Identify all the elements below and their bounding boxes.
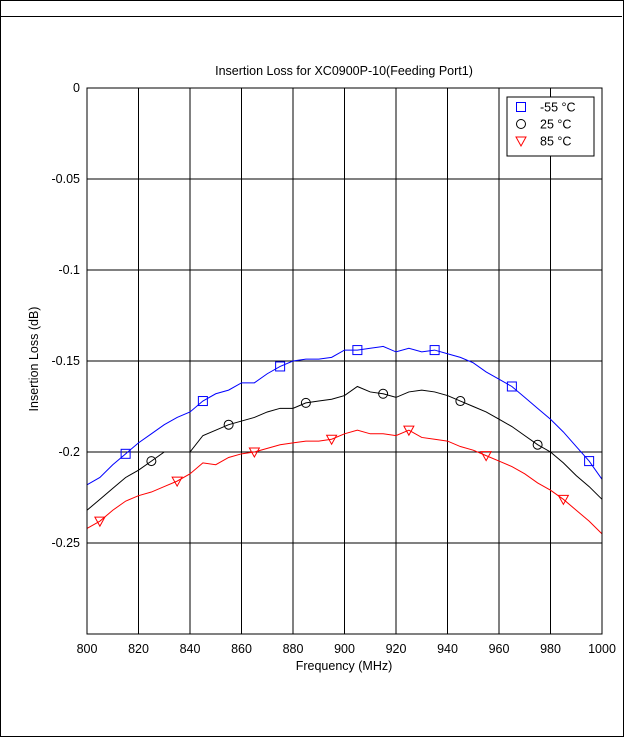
legend-label: -55 °C xyxy=(540,101,576,115)
y-tick-label: -0.15 xyxy=(52,354,81,368)
axis-ticks: 800 820 840 860 880 900 920 940 960 980 1000 0 -0.05… xyxy=(52,81,616,656)
data-point xyxy=(120,448,131,459)
data-point xyxy=(429,345,440,356)
y-tick-label: -0.1 xyxy=(58,263,80,277)
x-tick-label: 820 xyxy=(128,642,149,656)
data-point xyxy=(352,345,363,356)
legend-box xyxy=(506,96,595,157)
x-tick-label: 940 xyxy=(437,642,458,656)
data-point xyxy=(275,361,286,372)
data-point xyxy=(403,425,415,437)
x-tick-label: 840 xyxy=(180,642,201,656)
data-point xyxy=(455,396,466,407)
data-point xyxy=(378,388,389,399)
data-point xyxy=(325,434,338,446)
x-tick-label: 860 xyxy=(231,642,252,656)
x-tick-label: 1000 xyxy=(588,642,616,656)
x-tick-label: 960 xyxy=(489,642,510,656)
x-tick-label: 900 xyxy=(334,642,355,656)
legend-marker xyxy=(515,136,527,148)
chart-title: Insertion Loss for XC0900P-10(Feeding Po… xyxy=(215,64,473,78)
frame-top-divider xyxy=(0,16,622,17)
x-axis-label: Frequency (MHz) xyxy=(296,659,393,673)
x-tick-label: 980 xyxy=(540,642,561,656)
legend: -55 °C 25 °C 85 °C xyxy=(506,96,595,157)
y-tick-label: -0.25 xyxy=(52,536,81,550)
data-point xyxy=(532,439,543,450)
data-point xyxy=(300,397,311,408)
y-tick-label: -0.05 xyxy=(52,172,81,186)
legend-marker xyxy=(516,102,526,112)
data-point xyxy=(584,456,595,467)
legend-label: 25 °C xyxy=(540,118,571,132)
series-line xyxy=(86,385,603,511)
data-point xyxy=(197,396,208,407)
data-point xyxy=(248,447,261,459)
data-point xyxy=(480,451,492,462)
y-axis-label: Insertion Loss (dB) xyxy=(27,307,41,412)
legend-marker xyxy=(516,119,526,129)
data-point xyxy=(171,476,183,488)
y-tick-label: -0.2 xyxy=(58,445,80,459)
x-tick-label: 880 xyxy=(283,642,304,656)
series-layer xyxy=(86,345,603,535)
data-point xyxy=(557,494,570,506)
data-point xyxy=(223,419,234,430)
data-point xyxy=(94,516,106,528)
series-1 xyxy=(86,345,603,486)
y-tick-label: 0 xyxy=(73,81,80,95)
series-3 xyxy=(86,425,603,535)
x-tick-label: 800 xyxy=(77,642,98,656)
legend-label: 85 °C xyxy=(540,135,571,149)
series-2 xyxy=(86,385,603,511)
x-tick-label: 920 xyxy=(386,642,407,656)
data-point xyxy=(146,456,157,467)
series-line xyxy=(86,429,603,535)
data-point xyxy=(506,381,517,392)
